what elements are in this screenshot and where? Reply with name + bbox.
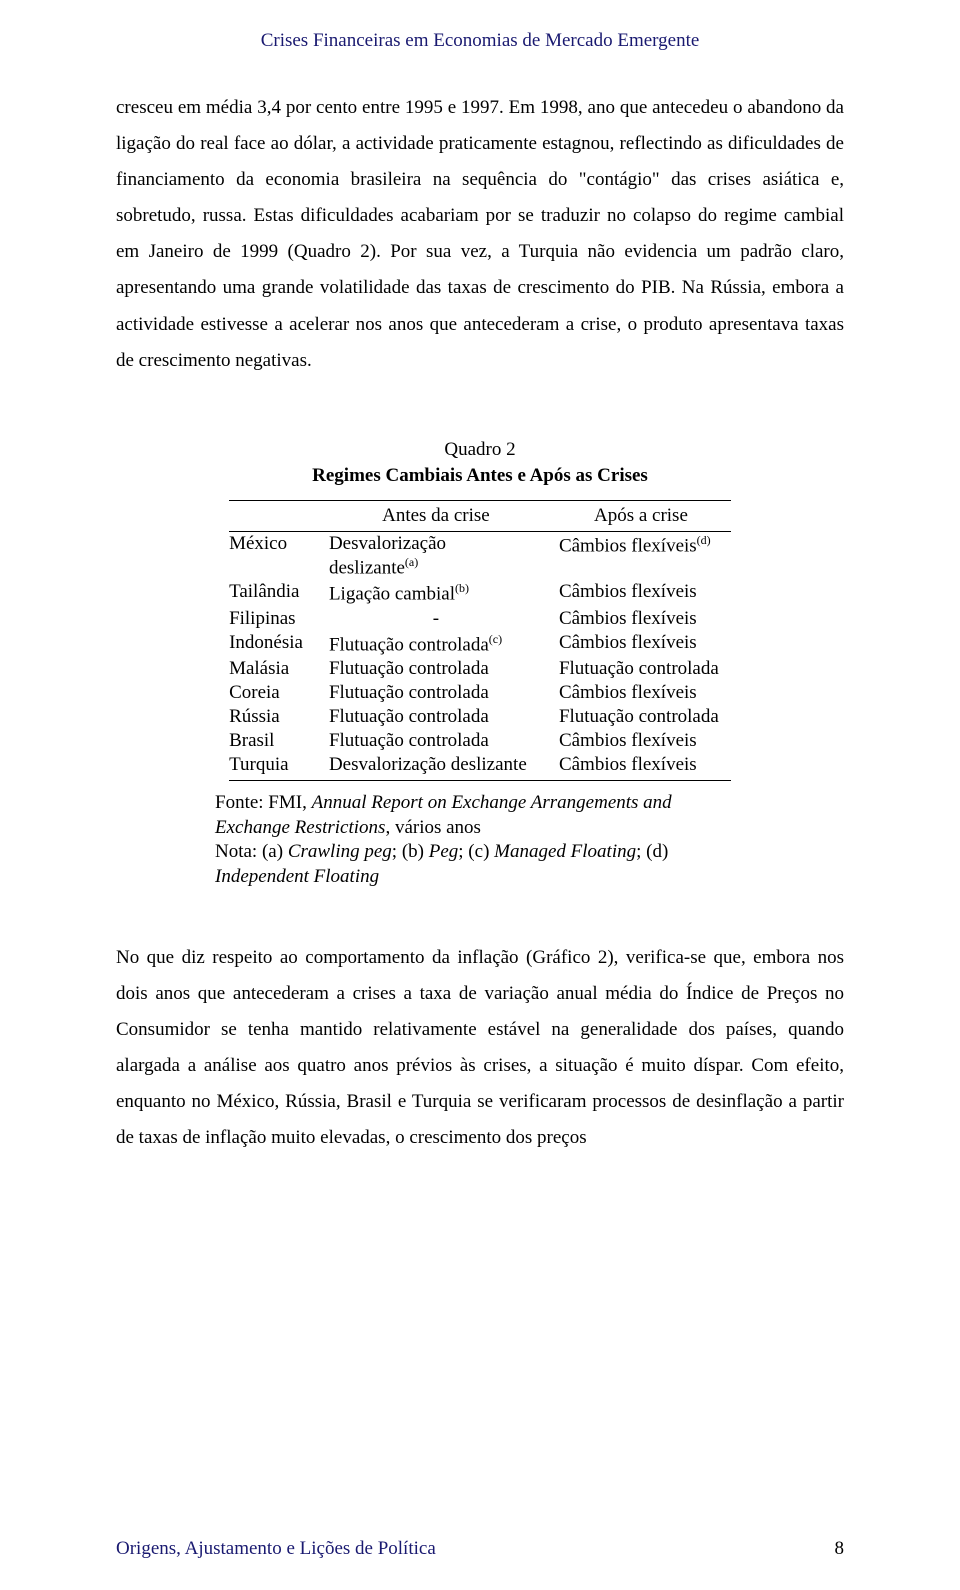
note-b-label: ; (b) [392, 841, 429, 862]
cell-country: Malásia [229, 657, 321, 681]
note-a: Crawling peg [288, 841, 392, 862]
table-source-notes: Fonte: FMI, Annual Report on Exchange Ar… [215, 791, 745, 890]
notes-label: Nota: (a) [215, 841, 288, 862]
table-row: RússiaFlutuação controladaFlutuação cont… [229, 705, 731, 729]
footer-text: Origens, Ajustamento e Lições de Polític… [116, 1538, 436, 1560]
table-title: Quadro 2 Regimes Cambiais Antes e Após a… [312, 437, 648, 490]
note-c-label: ; (c) [458, 841, 494, 862]
cell-after: Câmbios flexíveis [551, 580, 731, 606]
cell-country: Turquia [229, 753, 321, 781]
cell-after: Câmbios flexíveis [551, 607, 731, 631]
table-quadro-2: Quadro 2 Regimes Cambiais Antes e Após a… [116, 437, 844, 890]
table-row: IndonésiaFlutuação controlada(c)Câmbios … [229, 631, 731, 657]
cell-before: Flutuação controlada [321, 705, 551, 729]
cell-after: Câmbios flexíveis [551, 631, 731, 657]
table-row: Filipinas-Câmbios flexíveis [229, 607, 731, 631]
note-d-label: ; (d) [636, 841, 668, 862]
page-header: Crises Financeiras em Economias de Merca… [116, 30, 844, 52]
col-country-header [229, 500, 321, 531]
table-row: MéxicoDesvalorizaçãodeslizante(a)Câmbios… [229, 531, 731, 580]
cell-before: Ligação cambial(b) [321, 580, 551, 606]
cell-after: Flutuação controlada [551, 705, 731, 729]
cell-country: Filipinas [229, 607, 321, 631]
cell-country: Coreia [229, 681, 321, 705]
cell-country: Indonésia [229, 631, 321, 657]
table-row: BrasilFlutuação controladaCâmbios flexív… [229, 729, 731, 753]
cell-before: Flutuação controlada [321, 657, 551, 681]
cell-country: Tailândia [229, 580, 321, 606]
col-after-header: Após a crise [551, 500, 731, 531]
table-title-line2: Regimes Cambiais Antes e Após as Crises [312, 465, 648, 486]
note-b: Peg [429, 841, 459, 862]
table-row: MalásiaFlutuação controladaFlutuação con… [229, 657, 731, 681]
cell-before: Desvalorizaçãodeslizante(a) [321, 531, 551, 580]
cell-before: Flutuação controlada [321, 681, 551, 705]
source-tail: , vários anos [385, 817, 481, 838]
exchange-regime-table: Antes da crise Após a crise MéxicoDesval… [229, 500, 731, 781]
cell-after: Câmbios flexíveis [551, 681, 731, 705]
cell-after: Câmbios flexíveis [551, 753, 731, 781]
cell-after: Câmbios flexíveis [551, 729, 731, 753]
cell-before: Flutuação controlada [321, 729, 551, 753]
cell-before: Desvalorização deslizante [321, 753, 551, 781]
table-row: TurquiaDesvalorização deslizanteCâmbios … [229, 753, 731, 781]
page-number: 8 [835, 1538, 845, 1560]
cell-country: México [229, 531, 321, 580]
note-d: Independent Floating [215, 866, 379, 887]
table-row: TailândiaLigação cambial(b)Câmbios flexí… [229, 580, 731, 606]
table-title-line1: Quadro 2 [444, 439, 515, 460]
cell-country: Brasil [229, 729, 321, 753]
cell-after: Flutuação controlada [551, 657, 731, 681]
cell-before: Flutuação controlada(c) [321, 631, 551, 657]
cell-before: - [321, 607, 551, 631]
cell-after: Câmbios flexíveis(d) [551, 531, 731, 580]
cell-country: Rússia [229, 705, 321, 729]
source-label: Fonte: FMI, [215, 792, 312, 813]
table-row: CoreiaFlutuação controladaCâmbios flexív… [229, 681, 731, 705]
body-paragraph-2: No que diz respeito ao comportamento da … [116, 940, 844, 1157]
note-c: Managed Floating [494, 841, 636, 862]
page-footer: Origens, Ajustamento e Lições de Polític… [116, 1538, 844, 1560]
body-paragraph-1: cresceu em média 3,4 por cento entre 199… [116, 90, 844, 379]
col-before-header: Antes da crise [321, 500, 551, 531]
